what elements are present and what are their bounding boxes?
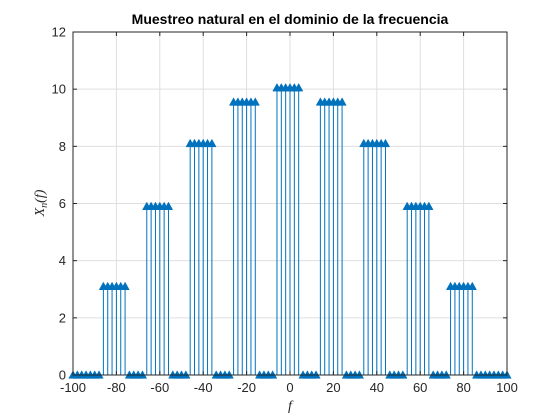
y-tick-label: 8 [59,139,66,154]
stems [102,87,473,375]
y-tick-label: 6 [59,196,66,211]
stem-marker [424,201,434,210]
x-tick-label: 60 [413,380,427,395]
x-tick-labels: -100 -80 -60 -40 -20 0 20 40 60 80 100 [60,380,518,395]
x-tick-label: 20 [326,380,340,395]
ticks [72,31,508,376]
y-axis-label-sub: n [39,203,50,208]
stem-marker [120,281,130,291]
stem-marker [207,138,217,148]
stem-marker [163,201,174,210]
x-tick-label: -40 [194,380,213,395]
x-tick-label: -100 [60,380,86,395]
y-axis-label: Xn(f) [33,189,50,217]
stem-marker [467,281,477,291]
x-tick-label: 40 [370,380,384,395]
x-tick-label: 100 [496,380,518,395]
stem-marker [337,97,347,106]
y-tick-label: 4 [59,253,66,268]
y-tick-label: 0 [59,368,66,383]
y-tick-label: 12 [52,25,66,40]
x-tick-label: 80 [456,380,470,395]
stem-marker [380,138,391,148]
x-tick-label: 0 [286,380,293,395]
y-axis-label-arg: (f) [33,189,48,203]
x-tick-label: -20 [237,380,256,395]
x-tick-label: -60 [150,380,169,395]
y-axis-label-main: X [33,207,48,217]
y-tick-labels: 0 2 4 6 8 10 12 [52,25,66,383]
x-axis-label: f [288,399,294,414]
x-tick-label: -80 [107,380,126,395]
y-tick-label: 2 [59,310,66,325]
chart-title: Muestreo natural en el dominio de la fre… [132,11,449,27]
stem-marker [250,97,260,106]
stem-marker [294,83,304,92]
y-tick-label: 10 [52,82,66,97]
